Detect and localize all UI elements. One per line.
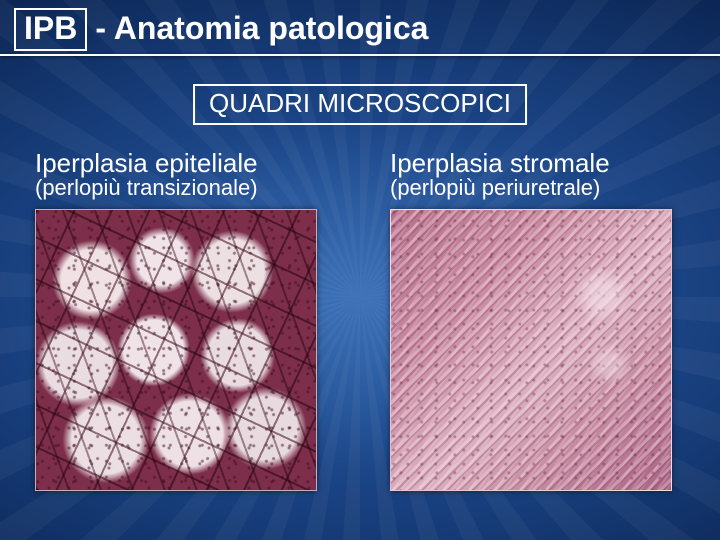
left-heading: Iperplasia epiteliale bbox=[35, 150, 335, 176]
right-heading: Iperplasia stromale bbox=[390, 150, 690, 176]
title-abbr: IPB bbox=[14, 8, 87, 51]
subtitle-box: QUADRI MICROSCOPICI bbox=[193, 84, 527, 125]
micrograph-stromal bbox=[390, 209, 672, 491]
slide: IPB - Anatomia patologica QUADRI MICROSC… bbox=[0, 0, 720, 540]
title-rest: - Anatomia patologica bbox=[95, 10, 428, 47]
title-underline bbox=[0, 54, 720, 56]
left-subheading: (perlopiù transizionale) bbox=[35, 176, 335, 199]
column-left: Iperplasia epiteliale (perlopiù transizi… bbox=[35, 150, 335, 491]
micrograph-epithelial bbox=[35, 209, 317, 491]
right-subheading: (perlopiù periuretrale) bbox=[390, 176, 690, 199]
subtitle-text: QUADRI MICROSCOPICI bbox=[209, 88, 511, 118]
column-right: Iperplasia stromale (perlopiù periuretra… bbox=[390, 150, 690, 491]
slide-title: IPB - Anatomia patologica bbox=[14, 8, 706, 51]
